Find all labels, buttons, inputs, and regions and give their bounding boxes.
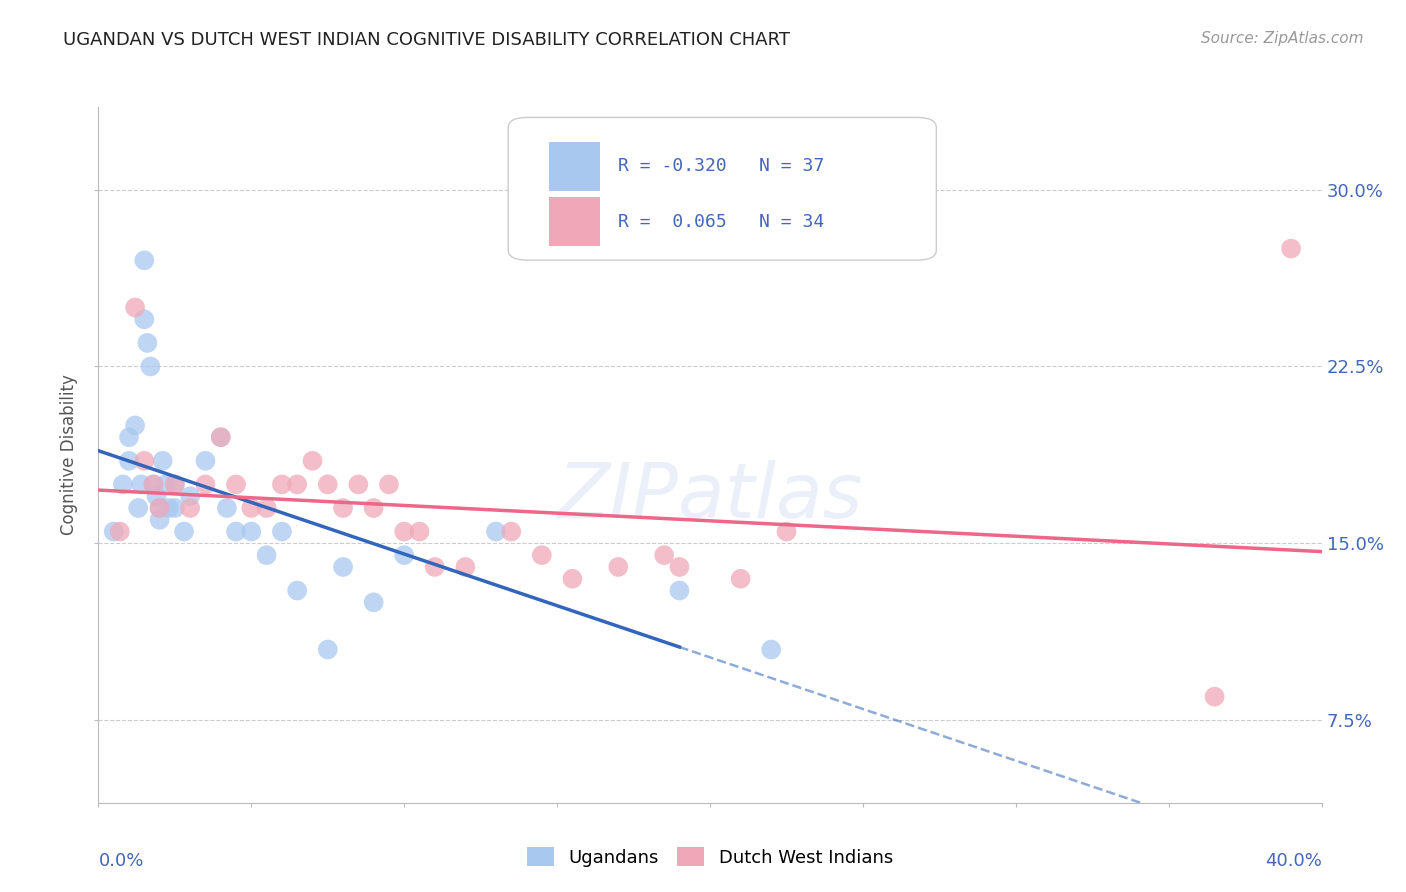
Point	[316, 477, 339, 491]
Point	[668, 560, 690, 574]
Y-axis label: Cognitive Disability: Cognitive Disability	[60, 375, 79, 535]
Point	[118, 454, 141, 468]
Point	[285, 583, 308, 598]
Point	[179, 489, 201, 503]
Point	[215, 500, 238, 515]
Point	[332, 560, 354, 574]
Point	[194, 454, 217, 468]
Point	[240, 524, 263, 539]
Point	[209, 430, 232, 444]
Point	[1279, 242, 1302, 256]
Point	[561, 572, 583, 586]
Point	[103, 524, 125, 539]
Point	[149, 500, 172, 515]
Text: 40.0%: 40.0%	[1265, 852, 1322, 870]
Point	[363, 595, 385, 609]
Point	[127, 500, 149, 515]
Point	[139, 359, 162, 374]
Point	[118, 430, 141, 444]
Point	[142, 477, 165, 491]
Point	[129, 477, 152, 491]
Point	[270, 477, 292, 491]
Point	[155, 477, 177, 491]
Text: R = -0.320: R = -0.320	[619, 157, 727, 175]
Point	[530, 548, 553, 562]
Point	[157, 500, 180, 515]
Point	[270, 524, 292, 539]
Point	[363, 500, 385, 515]
Point	[225, 524, 247, 539]
Bar	[548, 197, 600, 246]
Point	[173, 524, 195, 539]
Point	[607, 560, 630, 574]
Point	[408, 524, 430, 539]
Text: N = 37: N = 37	[759, 157, 824, 175]
Point	[225, 477, 247, 491]
Point	[501, 524, 523, 539]
Point	[194, 477, 217, 491]
Point	[730, 572, 752, 586]
Point	[759, 642, 782, 657]
Point	[423, 560, 446, 574]
Point	[163, 477, 186, 491]
Text: 0.0%: 0.0%	[98, 852, 143, 870]
Text: R =  0.065: R = 0.065	[619, 213, 727, 231]
Point	[1204, 690, 1226, 704]
Point	[256, 548, 278, 562]
Point	[163, 477, 186, 491]
Point	[124, 301, 146, 315]
Point	[136, 335, 159, 350]
Point	[149, 513, 172, 527]
Point	[347, 477, 370, 491]
Point	[256, 500, 278, 515]
Point	[134, 253, 156, 268]
Point	[111, 477, 134, 491]
Text: N = 34: N = 34	[759, 213, 824, 231]
Text: Source: ZipAtlas.com: Source: ZipAtlas.com	[1201, 31, 1364, 46]
Point	[485, 524, 508, 539]
Point	[145, 489, 167, 503]
Point	[240, 500, 263, 515]
Point	[124, 418, 146, 433]
Point	[775, 524, 797, 539]
Point	[392, 548, 416, 562]
Point	[378, 477, 401, 491]
Point	[652, 548, 675, 562]
Point	[163, 500, 186, 515]
Text: UGANDAN VS DUTCH WEST INDIAN COGNITIVE DISABILITY CORRELATION CHART: UGANDAN VS DUTCH WEST INDIAN COGNITIVE D…	[63, 31, 790, 49]
Point	[301, 454, 323, 468]
Point	[285, 477, 308, 491]
Text: ZIPatlas: ZIPatlas	[557, 459, 863, 533]
Point	[316, 642, 339, 657]
Point	[392, 524, 416, 539]
Point	[142, 477, 165, 491]
Legend: Ugandans, Dutch West Indians: Ugandans, Dutch West Indians	[520, 840, 900, 874]
Point	[209, 430, 232, 444]
Point	[668, 583, 690, 598]
Point	[332, 500, 354, 515]
Bar	[548, 142, 600, 191]
Point	[134, 312, 156, 326]
FancyBboxPatch shape	[508, 118, 936, 260]
Point	[454, 560, 477, 574]
Point	[108, 524, 131, 539]
Point	[152, 454, 174, 468]
Point	[149, 500, 172, 515]
Point	[179, 500, 201, 515]
Point	[134, 454, 156, 468]
